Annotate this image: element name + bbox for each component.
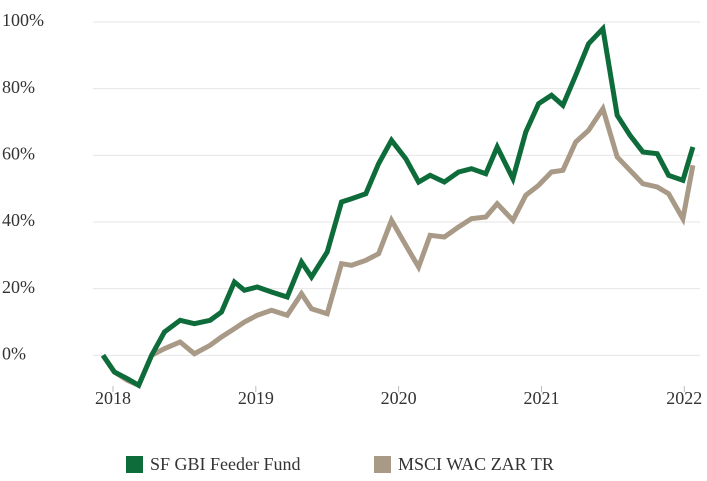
legend-label: MSCI WAC ZAR TR	[398, 454, 554, 474]
y-tick-label: 20%	[2, 277, 35, 297]
y-tick-label: 80%	[2, 77, 35, 97]
y-tick-label: 40%	[2, 210, 35, 230]
series-line	[100, 102, 696, 389]
x-tick-label: 2018	[95, 388, 131, 408]
x-tick-label: 2022	[666, 388, 702, 408]
series-line	[100, 23, 696, 389]
x-tick-label: 2019	[238, 388, 274, 408]
y-tick-label: 100%	[2, 10, 44, 30]
legend-swatch	[126, 456, 143, 473]
x-tick-label: 2021	[523, 388, 559, 408]
x-tick-label: 2020	[381, 388, 417, 408]
legend-swatch	[374, 456, 391, 473]
legend-label: SF GBI Feeder Fund	[150, 454, 301, 474]
y-tick-label: 60%	[2, 143, 35, 163]
y-tick-label: 0%	[2, 343, 26, 363]
